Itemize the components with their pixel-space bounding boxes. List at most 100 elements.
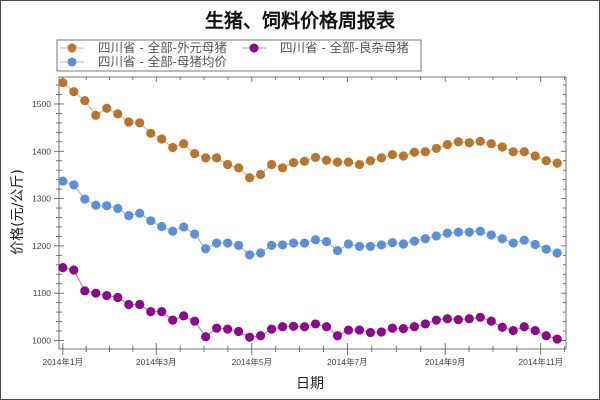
data-point — [486, 139, 496, 149]
series-0 — [58, 78, 562, 183]
data-point — [146, 307, 156, 317]
data-point — [464, 227, 474, 237]
data-point — [124, 299, 134, 310]
data-point — [310, 152, 321, 163]
data-point — [80, 194, 90, 204]
data-point — [255, 248, 266, 258]
legend-marker-0 — [67, 43, 77, 53]
data-point — [453, 137, 463, 147]
data-point — [266, 324, 277, 334]
data-point — [442, 314, 452, 324]
data-point — [190, 149, 200, 159]
x-axis-title: 日期 — [296, 376, 324, 392]
data-point — [80, 96, 90, 106]
data-point — [365, 241, 376, 251]
data-point — [234, 163, 244, 173]
legend-label-0: 四川省 - 全部-外元母猪 — [98, 40, 227, 55]
data-point — [299, 156, 310, 166]
data-point — [69, 87, 79, 97]
data-point — [442, 228, 452, 238]
data-point — [299, 322, 310, 332]
data-point — [113, 292, 123, 303]
data-point — [321, 237, 332, 247]
data-point — [245, 173, 255, 183]
legend-item-0: 四川省 - 全部-外元母猪 — [60, 40, 227, 55]
y-tick-label: 1300 — [32, 194, 51, 204]
data-point — [343, 239, 354, 249]
data-point — [157, 221, 167, 232]
data-point — [354, 159, 365, 170]
data-point — [365, 156, 376, 166]
data-point — [321, 322, 332, 332]
y-tick-label: 1100 — [33, 288, 52, 298]
data-point — [321, 155, 332, 165]
data-point — [530, 151, 540, 161]
data-point — [190, 316, 200, 326]
data-point — [420, 147, 430, 157]
data-point — [464, 138, 474, 148]
data-point — [277, 240, 288, 250]
data-point — [168, 226, 178, 236]
data-point — [365, 327, 376, 338]
data-point — [277, 163, 288, 173]
data-point — [223, 238, 233, 248]
data-point — [541, 331, 551, 341]
data-point — [552, 334, 562, 344]
legend-item-2: 四川省 - 全部-母猪均价 — [60, 54, 227, 69]
data-point — [212, 323, 222, 333]
series-1 — [58, 263, 562, 344]
data-point — [354, 325, 365, 335]
data-point — [91, 200, 101, 210]
data-point — [398, 324, 409, 334]
data-point — [376, 153, 387, 163]
data-point — [266, 159, 277, 170]
data-point — [464, 314, 474, 324]
data-point — [135, 208, 145, 218]
data-point — [332, 246, 343, 256]
y-tick-label: 1400 — [32, 146, 51, 156]
data-point — [201, 244, 211, 254]
data-point — [245, 332, 255, 342]
data-point — [398, 151, 409, 161]
data-point — [69, 265, 79, 275]
data-point — [497, 142, 507, 152]
series-2 — [58, 176, 562, 260]
data-point — [157, 307, 167, 317]
data-point — [453, 315, 463, 325]
series-line-0 — [62, 82, 558, 179]
data-point — [310, 235, 321, 245]
data-point — [420, 234, 430, 244]
data-point — [541, 156, 551, 166]
chart-title: 生猪、饲料价格周报表 — [205, 9, 396, 32]
plot-area — [58, 76, 567, 350]
data-point — [157, 134, 167, 144]
series-layer — [58, 78, 562, 344]
data-point — [310, 319, 321, 329]
x-tick-label: 2014年11月 — [518, 357, 563, 367]
data-point — [475, 312, 485, 322]
data-point — [552, 248, 562, 258]
data-point — [541, 244, 551, 254]
data-point — [58, 263, 68, 273]
data-point — [508, 325, 518, 336]
data-point — [497, 234, 507, 244]
data-point — [530, 239, 540, 250]
data-point — [519, 147, 529, 157]
data-point — [245, 250, 255, 260]
data-point — [486, 316, 496, 326]
data-point — [398, 239, 409, 249]
data-point — [234, 240, 244, 251]
data-point — [58, 176, 68, 186]
data-point — [212, 153, 222, 163]
data-point — [91, 110, 101, 120]
data-point — [212, 238, 222, 248]
y-tick-label: 1500 — [32, 99, 51, 109]
data-point — [486, 230, 496, 240]
data-point — [80, 286, 90, 296]
data-point — [277, 322, 288, 332]
data-point — [168, 315, 178, 325]
data-point — [387, 237, 398, 248]
data-point — [420, 319, 430, 329]
data-point — [431, 231, 441, 241]
